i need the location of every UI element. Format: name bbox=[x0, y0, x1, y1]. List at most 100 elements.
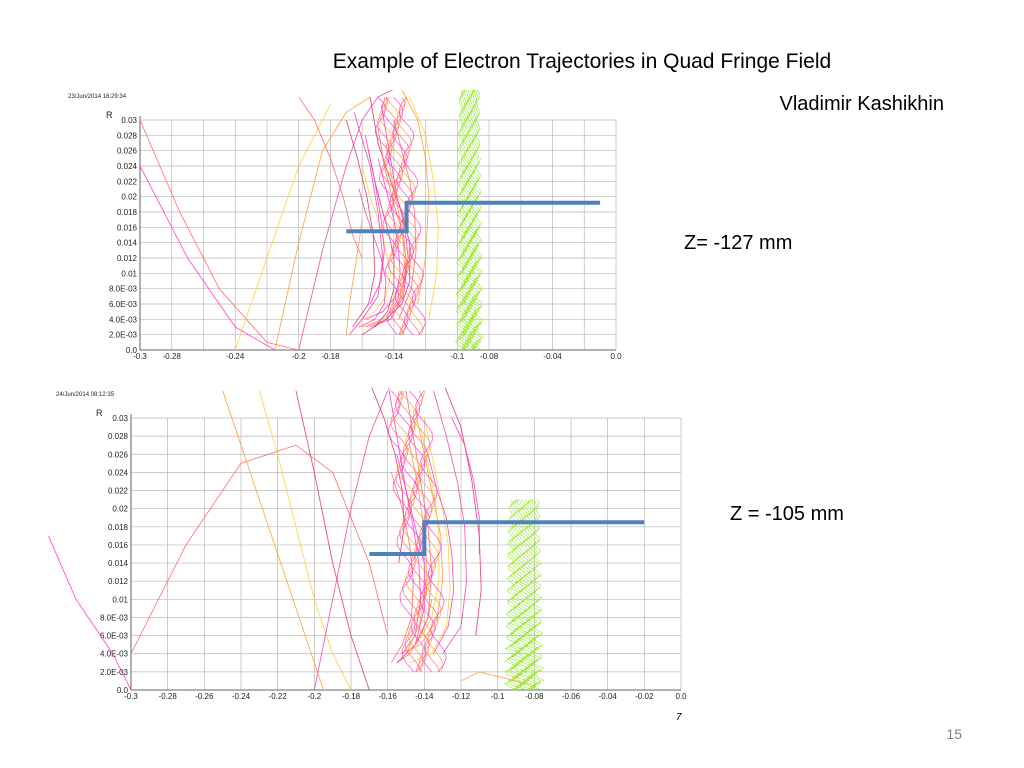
y-tick-label: 0.0 bbox=[126, 346, 138, 355]
trajectory-line bbox=[451, 417, 480, 554]
trajectory-line-green bbox=[530, 499, 545, 691]
x-tick-label: -0.28 bbox=[159, 692, 178, 701]
x-tick-label: -0.18 bbox=[342, 692, 361, 701]
chart-timestamp: 23/Jun/2014 16:29:34 bbox=[68, 94, 127, 100]
y-tick-label: 0.03 bbox=[121, 116, 137, 125]
trajectory-line bbox=[365, 127, 408, 328]
y-tick-label: 0.014 bbox=[108, 559, 129, 568]
y-tick-label: 0.014 bbox=[117, 239, 138, 248]
trajectory-line bbox=[396, 599, 433, 664]
trajectory-line bbox=[401, 90, 430, 305]
trajectory-line bbox=[444, 388, 482, 636]
x-tick-label: -0.08 bbox=[525, 692, 544, 701]
y-tick-label: 2.0E-03 bbox=[100, 668, 129, 677]
chart-timestamp: 24/Jun/2014 08:12:35 bbox=[56, 392, 115, 398]
y-tick-label: 0.02 bbox=[112, 505, 128, 514]
trajectory-line bbox=[369, 104, 409, 328]
x-tick-label: -0.1 bbox=[450, 352, 464, 361]
trajectory-line bbox=[416, 427, 440, 645]
trajectory-line bbox=[388, 388, 425, 664]
trajectories bbox=[48, 388, 545, 691]
trajectory-line-cluster bbox=[377, 96, 404, 335]
x-tick-label: -0.02 bbox=[635, 692, 654, 701]
y-tick-label: 0.012 bbox=[108, 577, 129, 586]
y-tick-label: 0.018 bbox=[108, 523, 129, 532]
trajectory-line bbox=[396, 390, 433, 664]
y-tick-label: 0.016 bbox=[117, 223, 138, 232]
x-tick-label: -0.26 bbox=[195, 692, 214, 701]
x-tick-label: -0.3 bbox=[124, 692, 138, 701]
trajectory-line bbox=[274, 96, 371, 351]
page-number: 15 bbox=[946, 726, 962, 742]
y-tick-label: 4.0E-03 bbox=[100, 650, 129, 659]
trajectory-line-green bbox=[472, 90, 484, 351]
x-tick-label: -0.3 bbox=[133, 352, 147, 361]
y-tick-label: 8.0E-03 bbox=[109, 285, 138, 294]
trajectory-line-cluster bbox=[410, 390, 441, 673]
y-tick-label: 0.024 bbox=[108, 468, 129, 477]
x-tick-label: -0.08 bbox=[480, 352, 499, 361]
x-tick-label: -0.1 bbox=[491, 692, 505, 701]
trajectory-line bbox=[48, 535, 132, 691]
z-position-label-top: Z= -127 mm bbox=[684, 232, 793, 254]
y-tick-label: 0.022 bbox=[108, 487, 129, 496]
trajectory-line-cluster bbox=[415, 390, 447, 673]
y-tick-label: 0.026 bbox=[108, 450, 129, 459]
x-tick-label: -0.06 bbox=[562, 692, 581, 701]
trajectory-line-cluster bbox=[396, 96, 424, 335]
x-tick-label: -0.14 bbox=[415, 692, 434, 701]
trajectory-line bbox=[345, 119, 376, 328]
boundary-step-line bbox=[369, 520, 645, 556]
trajectory-line-green bbox=[516, 499, 530, 691]
y-tick-label: 6.0E-03 bbox=[109, 300, 138, 309]
trajectory-line-green bbox=[457, 90, 470, 351]
footer-mark: 7 bbox=[676, 712, 682, 723]
z-position-label-bottom: Z = -105 mm bbox=[730, 503, 844, 525]
trajectory-line-cluster bbox=[394, 96, 421, 335]
trajectory-line-cluster bbox=[381, 96, 409, 335]
trajectory-line-cluster bbox=[394, 390, 427, 673]
y-tick-label: 0.02 bbox=[121, 193, 137, 202]
trajectory-line bbox=[361, 142, 406, 328]
x-tick-label: -0.2 bbox=[292, 352, 306, 361]
trajectory-line bbox=[130, 444, 389, 654]
trajectory-line-green bbox=[471, 90, 483, 351]
trajectory-line bbox=[364, 135, 385, 305]
trajectory-line bbox=[358, 188, 387, 328]
x-tick-label: -0.24 bbox=[232, 692, 251, 701]
chart-1: 24/Jun/2014 08:12:35 R 0.0 2.0E-03 4.0E-03 6.… bbox=[48, 388, 687, 701]
boundary-step-line bbox=[346, 200, 601, 234]
trajectory-line bbox=[222, 390, 324, 691]
y-tick-label: 0.012 bbox=[117, 254, 138, 263]
y-tick-label: 8.0E-03 bbox=[100, 613, 129, 622]
trajectory-line bbox=[313, 390, 389, 691]
y-tick-label: 0.0 bbox=[117, 686, 129, 695]
trajectory-line-green bbox=[466, 90, 479, 351]
y-axis-label: R bbox=[96, 408, 103, 418]
trajectory-line-cluster bbox=[398, 96, 426, 335]
trajectory-line bbox=[139, 165, 276, 351]
x-tick-label: 0.0 bbox=[610, 352, 622, 361]
y-tick-label: 0.024 bbox=[117, 162, 138, 171]
trajectory-line bbox=[234, 104, 331, 351]
y-axis-label: R bbox=[106, 110, 113, 120]
trajectory-line bbox=[400, 408, 444, 655]
y-tick-label: 6.0E-03 bbox=[100, 632, 129, 641]
x-tick-label: -0.14 bbox=[385, 352, 404, 361]
x-tick-label: -0.28 bbox=[163, 352, 182, 361]
trajectory-line-green bbox=[458, 90, 471, 351]
trajectories bbox=[139, 90, 484, 351]
x-tick-label: -0.22 bbox=[269, 692, 288, 701]
trajectory-line bbox=[361, 165, 392, 320]
y-tick-label: 2.0E-03 bbox=[109, 331, 138, 340]
x-tick-label: -0.04 bbox=[599, 692, 618, 701]
trajectory-line bbox=[298, 96, 363, 259]
trajectory-line bbox=[295, 390, 370, 691]
x-tick-label: -0.12 bbox=[452, 692, 471, 701]
y-tick-label: 0.016 bbox=[108, 541, 129, 550]
x-tick-label: -0.18 bbox=[321, 352, 340, 361]
trajectory-line-cluster bbox=[392, 390, 424, 673]
trajectory-line-cluster bbox=[390, 390, 421, 673]
trajectory-line bbox=[139, 119, 299, 351]
trajectory-line-cluster bbox=[379, 96, 407, 335]
